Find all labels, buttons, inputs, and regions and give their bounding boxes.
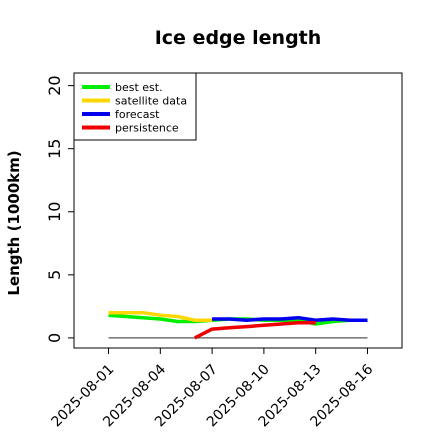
legend-label: best est.: [115, 81, 163, 94]
y-tick-label: 20: [45, 75, 64, 95]
y-tick-label: 0: [45, 333, 64, 343]
y-tick-label: 5: [45, 270, 64, 280]
legend-label: persistence: [115, 122, 179, 135]
y-axis-label: Length (1000km): [5, 150, 23, 295]
plot-frame: [73, 72, 403, 349]
series-line-satellite-data: [108, 310, 213, 322]
plot-area: [108, 310, 368, 340]
y-tick-label: 15: [45, 139, 64, 159]
legend: best est.satellite dataforecastpersisten…: [73, 72, 197, 141]
series-line-forecast: [212, 315, 368, 322]
y-tick-label: 10: [45, 202, 64, 222]
legend-label: satellite data: [115, 95, 187, 108]
legend-label: forecast: [115, 108, 160, 121]
chart-title: Ice edge length: [155, 27, 322, 49]
series-line-persistence: [194, 321, 316, 340]
